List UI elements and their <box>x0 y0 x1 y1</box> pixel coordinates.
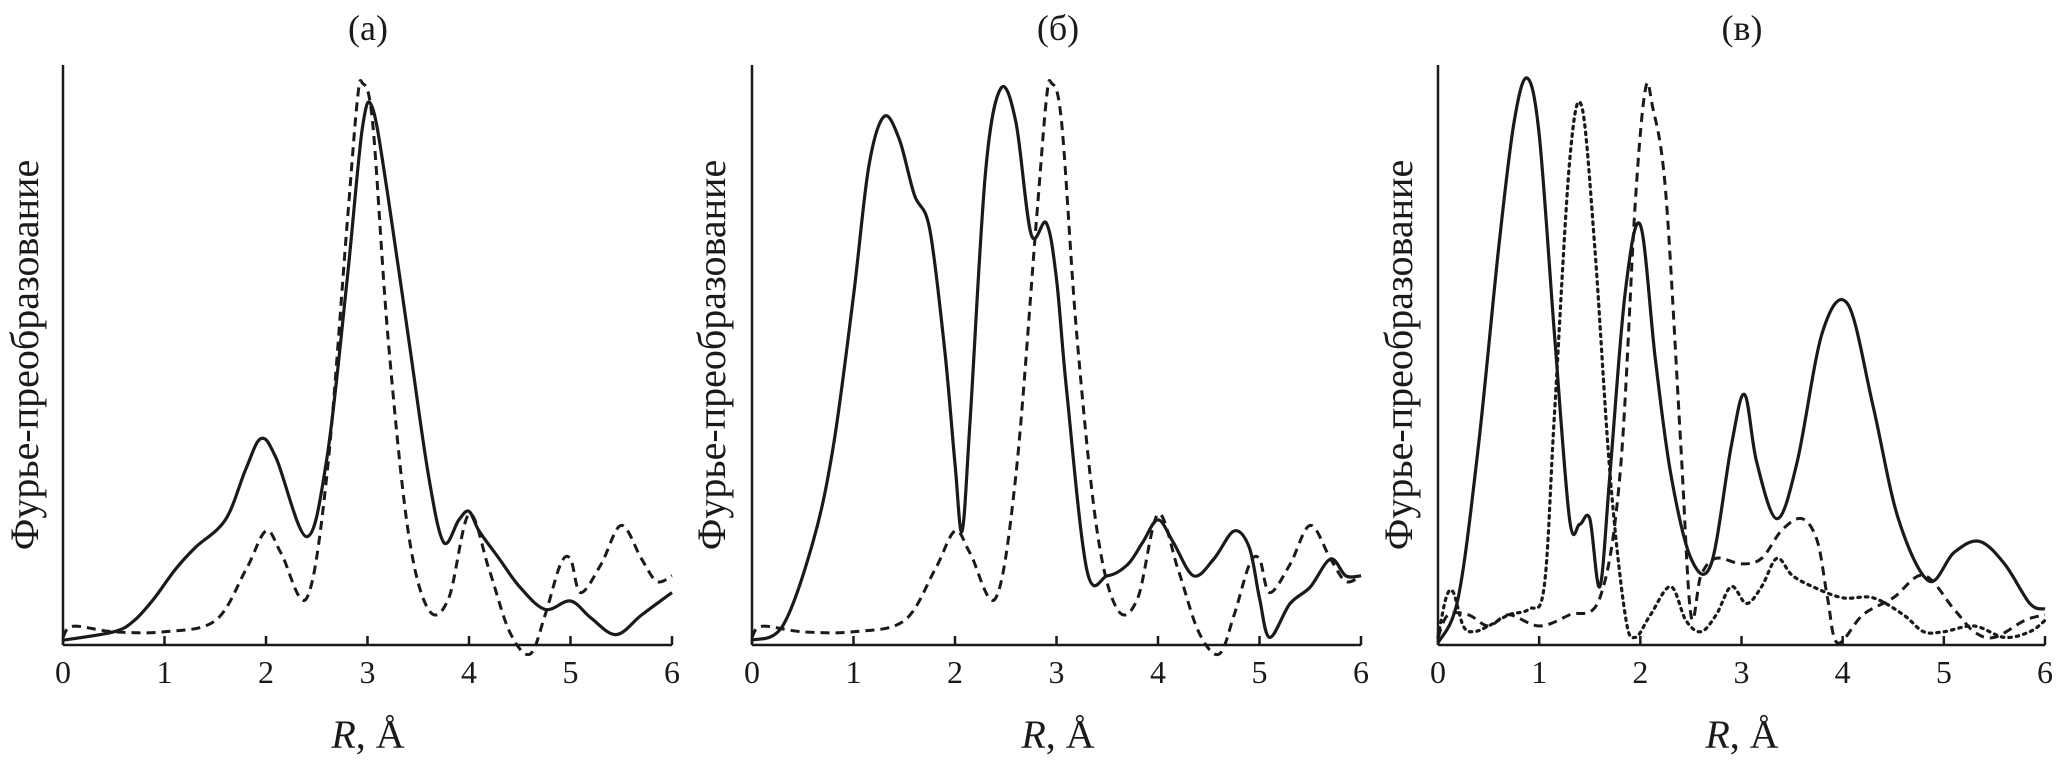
panel-a-x-tick-label-0: 0 <box>55 654 71 690</box>
panel-c-ylabel: Фурье-преобразование <box>1376 160 1421 550</box>
panel-b-x-tick-label-3: 3 <box>1049 654 1065 690</box>
panel-c-xlabel-rest: , Å <box>1730 712 1779 757</box>
panel-c-series <box>1436 76 2047 645</box>
panel-b-x-tick-label-6: 6 <box>1353 654 1369 690</box>
panel-c-x-tick-label-6: 6 <box>2037 654 2053 690</box>
panel-c-dotted-line <box>1436 100 2047 640</box>
panel-b-x-tick-label-2: 2 <box>947 654 963 690</box>
panel-a-x-tick-label-2: 2 <box>258 654 274 690</box>
panel-a-dashed-line <box>61 79 673 657</box>
panel-a-title: (а) <box>348 8 388 48</box>
panel-a-x-tick-label-3: 3 <box>360 654 376 690</box>
panel-c-x-tick-label-4: 4 <box>1835 654 1851 690</box>
panel-c-x-tick-label-5: 5 <box>1936 654 1952 690</box>
panel-b-xlabel-rest: , Å <box>1046 712 1095 757</box>
panel-c-x-tick-label-2: 2 <box>1632 654 1648 690</box>
panel-b-x-tick-label-5: 5 <box>1252 654 1268 690</box>
panel-b-series <box>750 79 1362 657</box>
panel-b-xlabel-italic: R <box>1020 712 1045 757</box>
panel-c-dashed-line <box>1436 81 2046 645</box>
panel-c-xlabel-italic: R <box>1704 712 1729 757</box>
panel-c-x-tick-label-0: 0 <box>1430 654 1446 690</box>
panel-b-solid-line <box>751 85 1362 642</box>
panel-a-series <box>61 79 673 657</box>
panel-a: (а) Фурье-преобразование 0 1 2 3 4 5 6 R, Å <box>2 8 680 757</box>
panel-a-xlabel-rest: , Å <box>356 712 405 757</box>
panel-a-x-tick-label-1: 1 <box>157 654 173 690</box>
panel-a-xlabel: R, Å <box>330 712 404 757</box>
panel-b-dashed-line <box>750 79 1362 657</box>
panel-c-x-tick-label-3: 3 <box>1734 654 1750 690</box>
panel-b: (б) Фурье-преобразование 0 1 2 3 4 5 6 R, Å <box>689 8 1369 757</box>
panel-a-solid-line <box>62 100 673 642</box>
panel-a-ticks: 0 1 2 3 4 5 6 <box>55 636 680 690</box>
panel-c: (в) Фурье-преобразование 0 1 2 3 4 5 6 R, Å <box>1376 8 2053 757</box>
panel-a-x-tick-label-6: 6 <box>664 654 680 690</box>
panel-b-title: (б) <box>1037 8 1079 48</box>
panel-a-x-tick-label-5: 5 <box>563 654 579 690</box>
panel-b-x-tick-label-4: 4 <box>1150 654 1166 690</box>
panel-b-ylabel: Фурье-преобразование <box>689 160 734 550</box>
panel-a-x-tick-label-4: 4 <box>461 654 477 690</box>
panel-b-xlabel: R, Å <box>1020 712 1094 757</box>
panel-c-solid-line <box>1436 76 2046 644</box>
panel-c-xlabel: R, Å <box>1704 712 1778 757</box>
panel-b-x-tick-label-0: 0 <box>744 654 760 690</box>
panel-a-xlabel-italic: R <box>330 712 355 757</box>
panel-c-ticks: 0 1 2 3 4 5 6 <box>1430 636 2053 690</box>
panel-a-ylabel: Фурье-преобразование <box>2 160 47 550</box>
panel-c-x-tick-label-1: 1 <box>1531 654 1547 690</box>
panel-b-x-tick-label-1: 1 <box>846 654 862 690</box>
panel-c-title: (в) <box>1722 8 1763 48</box>
panel-b-ticks: 0 1 2 3 4 5 6 <box>744 636 1369 690</box>
